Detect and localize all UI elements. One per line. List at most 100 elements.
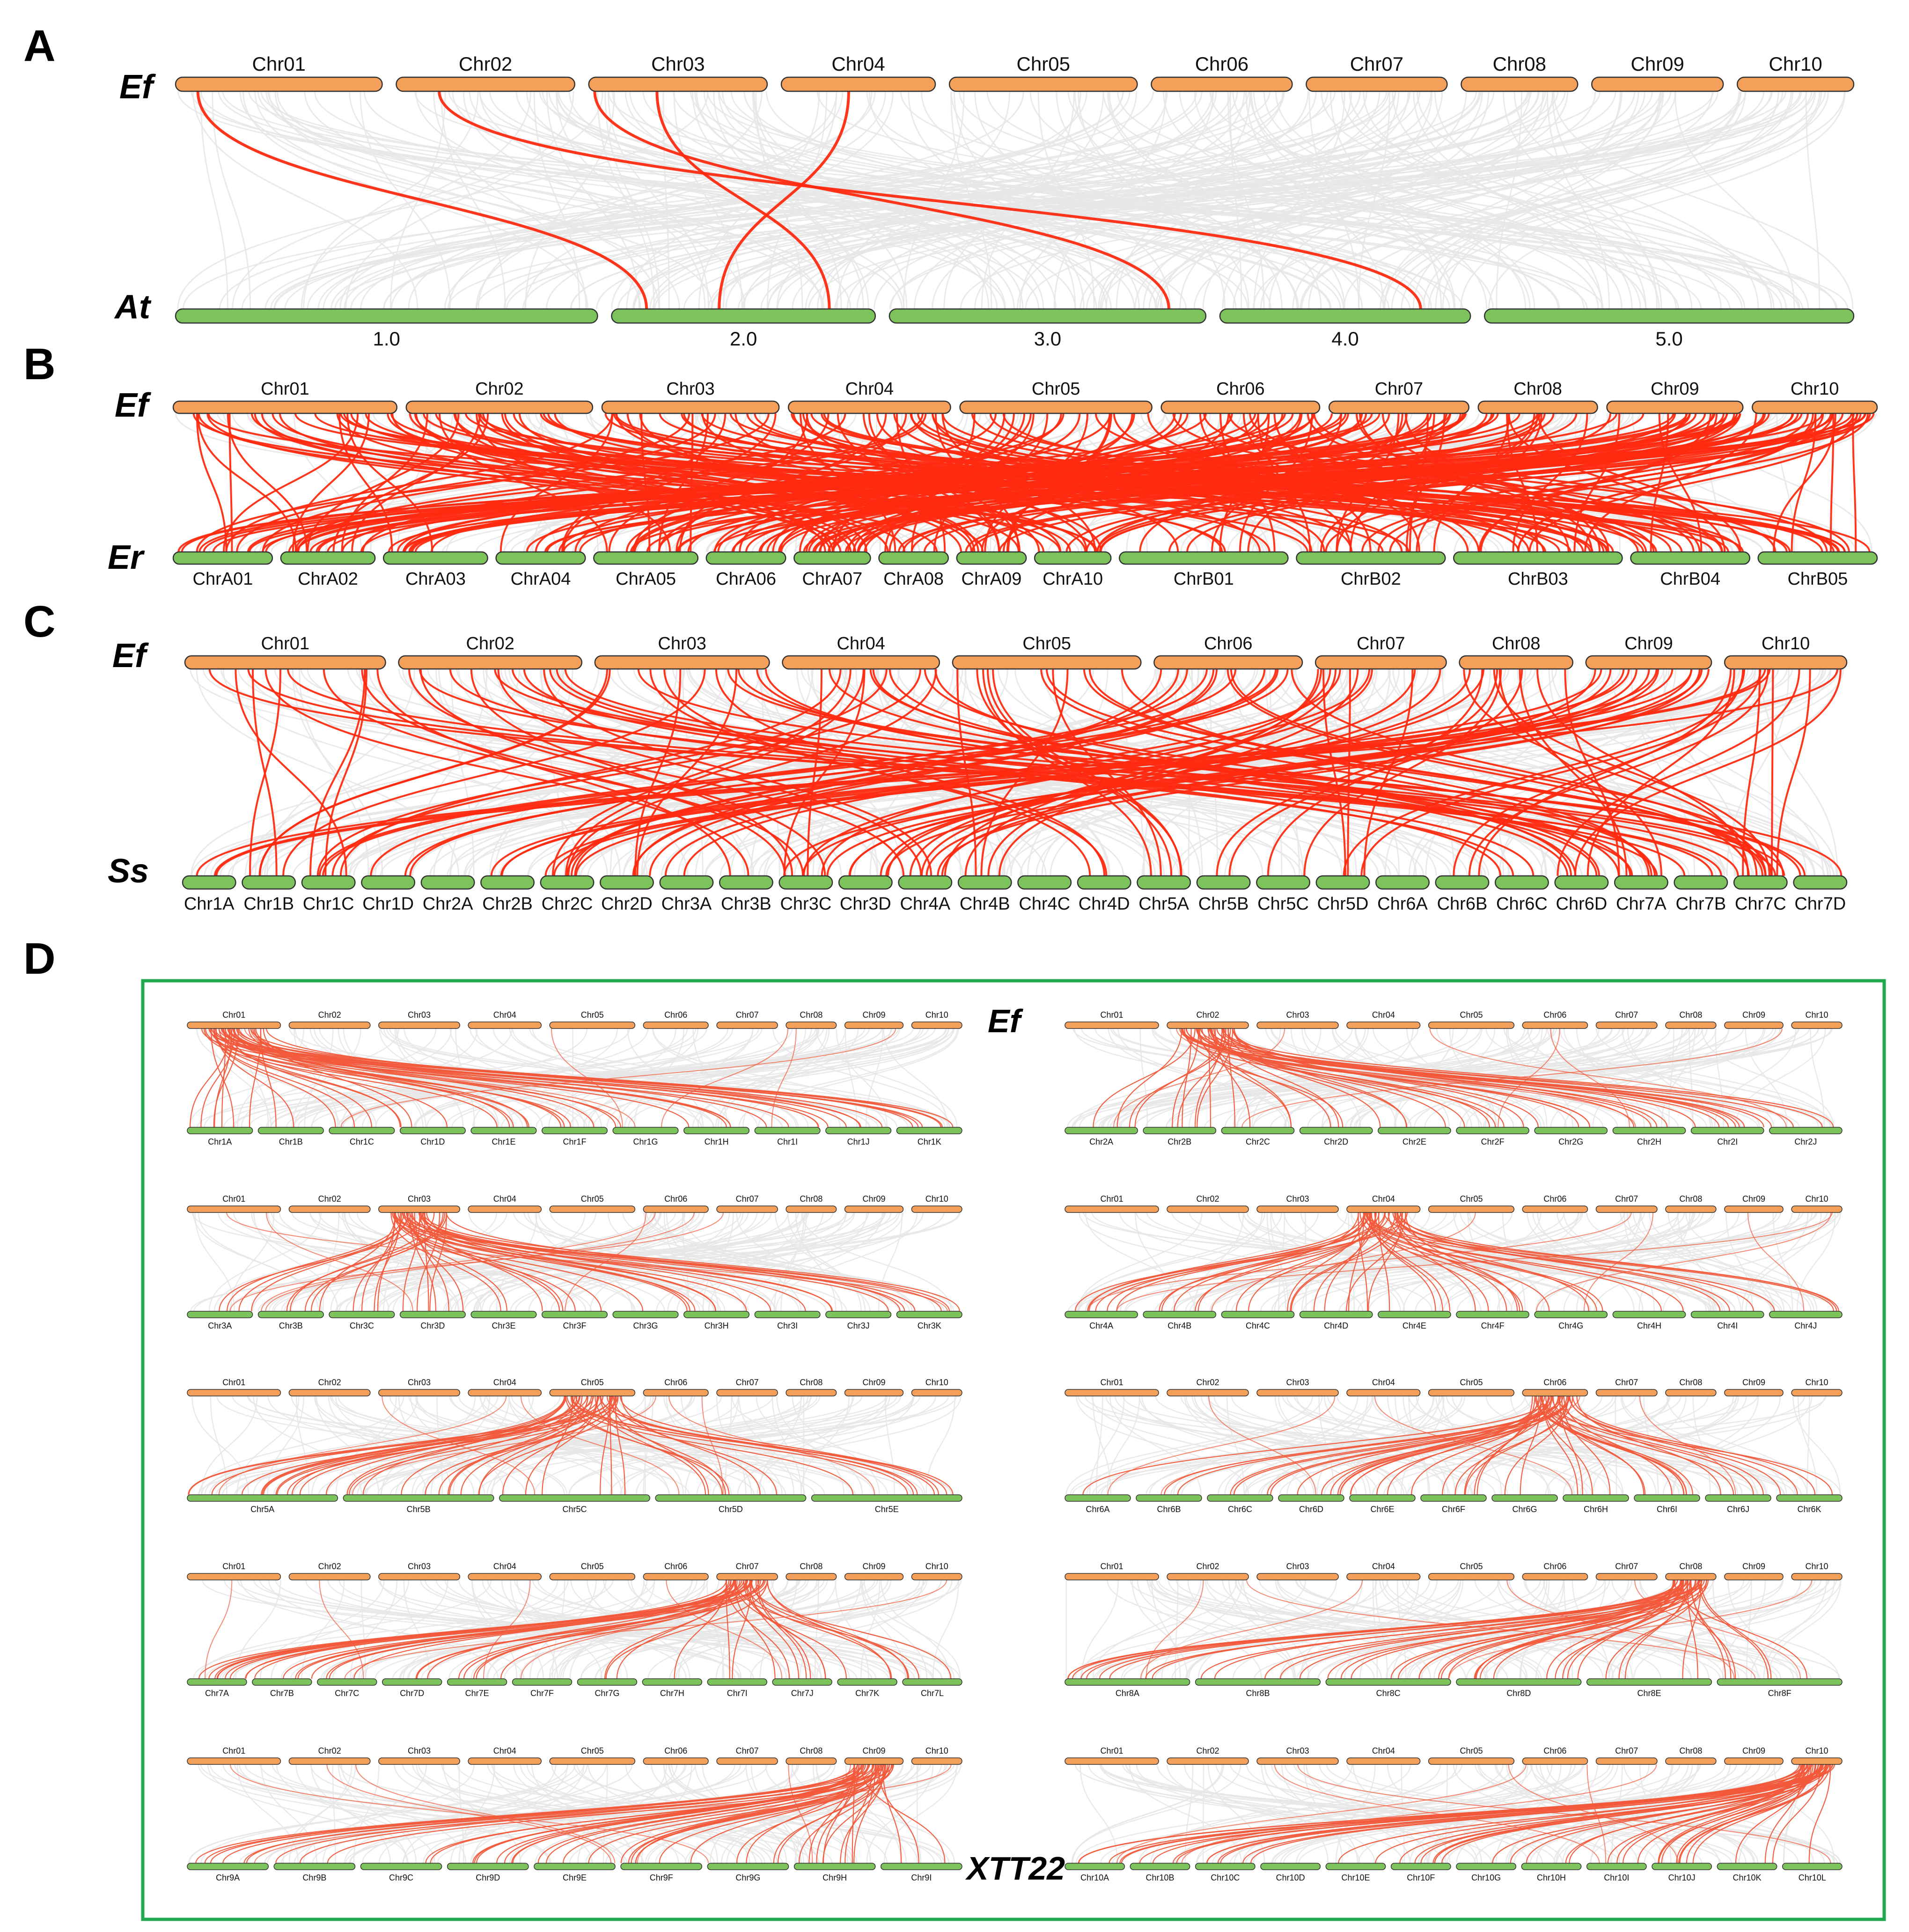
panel-d-chr06-target-bar-chr6j [1705,1494,1771,1502]
panel-d-chr10-target-label-chr10k: Chr10K [1733,1873,1761,1882]
panel-d-chr09-target-bar-chr9b [273,1863,356,1870]
panel-a-target-bar-2-0 [611,308,876,324]
panel-d-frame [141,979,1886,1921]
panel-c-target-label-chr6b: Chr6B [1437,894,1488,914]
panel-d-chr10-target-bar-chr10a [1065,1863,1125,1870]
panel-d-chr08-target-bar-chr8a [1065,1678,1190,1686]
collinearity-links [175,91,1878,1864]
panel-d-chr10-ef-label-chr10: Chr10 [1806,1746,1828,1756]
panel-d-chr07-target-label-chr7g: Chr7G [595,1689,619,1698]
panel-d-chr02-target-bar-chr2e [1378,1127,1451,1134]
panel-d-chr04-ef-label-chr08: Chr08 [1679,1194,1702,1204]
panel-d-chr05-ef-bar-chr07 [716,1389,778,1396]
panel-d-chr04-background-link [1667,1212,1775,1312]
panel-d-chr08-target-label-chr8f: Chr8F [1768,1689,1792,1698]
panel-d-chr08-ef-bar-chr03 [1256,1573,1339,1580]
panel-d-chr10-background-link [1184,1764,1194,1864]
panel-d-chr08-background-link [1228,1579,1296,1679]
panel-d-chr06-ef-label-chr01: Chr01 [1101,1378,1123,1387]
panel-d-chr06-background-link [1416,1396,1610,1495]
panel-d-chr09-ef-bar-chr04 [468,1757,542,1765]
panel-d-chr05-background-link [315,1396,568,1495]
panel-b-ef-bar-chr08 [1477,400,1598,414]
panel-d-chr06-highlight-link [1230,1396,1553,1495]
panel-b-highlight-link [198,413,1373,552]
panel-d-chr10-target-bar-chr10h [1521,1863,1582,1870]
panel-a-background-link [1232,91,1641,309]
panel-c-highlight-link [316,668,888,876]
panel-d-chr05-ef-label-chr06: Chr06 [664,1378,687,1387]
panel-a-background-link [1417,91,1772,309]
panel-b-background-link [526,413,982,552]
panel-d-chr02-ef-label-chr05: Chr05 [1460,1010,1483,1020]
panel-c-target-label-chr1b: Chr1B [243,894,294,914]
panel-c-ef-bar-chr06 [1153,655,1303,670]
panel-d-chr06-background-link [1180,1396,1574,1495]
panel-d-chr01-ef-label-chr02: Chr02 [318,1010,341,1020]
panel-d-chr03-background-link [769,1212,883,1312]
panel-d-chr09-background-link [791,1764,955,1864]
panel-d-chr01-highlight-link [228,1028,372,1128]
panel-d-chr07-background-link [814,1579,819,1679]
panel-d-chr07-ef-label-chr05: Chr05 [581,1562,604,1571]
panel-b-target-label-chra03: ChrA03 [405,569,466,589]
panel-d-chr03-ef-label-chr07: Chr07 [736,1194,759,1204]
panel-d-chr08-background-link [1081,1579,1119,1679]
panel-c-target-bar-chr3d [838,875,893,890]
panel-c-highlight-link [1228,668,1523,876]
panel-d-chr08-target-label-chr8a: Chr8A [1116,1689,1139,1698]
panel-c-target-label-chr3b: Chr3B [721,894,771,914]
panel-a-background-link [767,91,1411,309]
panel-b-ef-bar-chr01 [172,400,398,414]
panel-b-ef-label-chr07: Chr07 [1375,379,1424,399]
panel-d-chr10-highlight-link [1121,1764,1829,1864]
panel-d-chr02-background-link [1466,1028,1717,1128]
panel-d-chr06-ef-label-chr03: Chr03 [1286,1378,1309,1387]
panel-d-chr07-ef-bar-chr06 [643,1573,709,1580]
panel-d-chr04-highlight-link [1195,1212,1386,1312]
panel-d-chr06-target-bar-chr6d [1278,1494,1344,1502]
panel-c-bottom-species: Ss [108,852,149,890]
chromosome-labels: Chr01 Chr02 Chr03 Chr04 Chr05 Chr06 Chr07 Chr08… [184,53,1848,1882]
panel-d-chr05-highlight-link [572,1396,954,1495]
panel-d-chr07-highlight-link [344,1579,947,1679]
panel-d-chr04-ef-bar-chr05 [1428,1205,1515,1213]
panel-c-target-bar-chr7d [1793,875,1848,890]
panel-d-chr07-background-link [444,1579,892,1679]
panel-d-chr10-ef-label-chr05: Chr05 [1460,1746,1483,1756]
panel-d-bottom-species: XTT22 [965,1850,1065,1887]
panel-d-chr08-background-link [1151,1579,1489,1679]
panel-d-chr06-background-link [1638,1396,1787,1495]
panel-d-chr02-ef-bar-chr08 [1665,1021,1717,1029]
panel-d-chr01-target-bar-chr1i [754,1127,821,1134]
panel-d-chr05-background-link [253,1396,486,1495]
panel-a-background-link [1805,91,1821,309]
panel-a-background-link [1384,91,1623,309]
panel-d-chr10-target-bar-chr10g [1456,1863,1517,1870]
panel-d-chr03-background-link [253,1212,338,1312]
panel-d-chr08-background-link [1520,1579,1550,1679]
panel-d-chr01-background-link [633,1028,685,1128]
panel-d-chr06-highlight-link [1551,1396,1754,1495]
panel-b-highlight-link [346,413,433,552]
panel-b-highlight-link [1506,413,1538,552]
panel-d-chr10-highlight-link [1274,1764,1600,1864]
panel-d-chr01-background-link [883,1028,948,1128]
panel-c-background-link [254,668,521,876]
panel-d-chr07-ef-bar-chr02 [288,1573,371,1580]
panel-a-background-link [1260,91,1661,309]
panel-a-target-label-2-0: 2.0 [730,328,757,350]
panel-d-chr01-target-bar-chr1c [329,1127,395,1134]
panel-d-chr08-target-label-chr8c: Chr8C [1376,1689,1401,1698]
panel-c-target-bar-chr7a [1614,875,1668,890]
panel-b-highlight-link [222,413,359,552]
panel-a-target-bar-4-0 [1219,308,1471,324]
panel-a-background-link [1321,91,1722,309]
panel-d-chr02-highlight-link [1116,1028,1182,1128]
panel-b-target-label-chra10: ChrA10 [1043,569,1103,589]
panel-d-chr08-background-link [1496,1579,1784,1679]
panel-d-chr02-background-link [1459,1028,1648,1128]
panel-d-chr05-background-link [716,1396,747,1495]
panel-d-chr07-target-label-chr7b: Chr7B [270,1689,294,1698]
panel-d-chr04-highlight-link [1211,1212,1476,1312]
